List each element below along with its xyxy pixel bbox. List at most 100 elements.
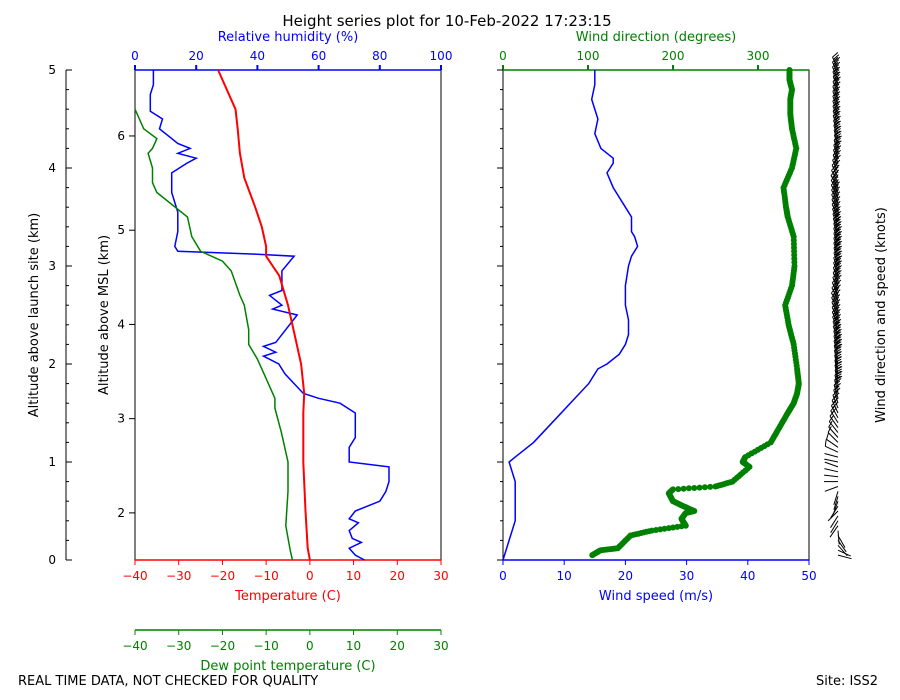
wind-barb-staff	[824, 461, 839, 468]
wind-barb-flag	[832, 304, 839, 310]
temperature-tick-label: 10	[346, 569, 361, 583]
wind-barb-flag	[835, 279, 842, 285]
dewpoint-tick-label: −40	[122, 639, 147, 653]
wind-barb-staff	[826, 438, 839, 448]
wind-barb-flag	[832, 289, 838, 296]
rh-axis-label: Relative humidity (%)	[218, 30, 359, 45]
wind-barb-flag	[826, 432, 830, 440]
wind-barb-staff	[828, 421, 839, 433]
wind-barb-staff	[837, 535, 846, 548]
wind-barb-flag	[833, 287, 840, 293]
temperature-tick-label: −20	[210, 569, 235, 583]
wind-barb-staff	[833, 350, 839, 365]
inner-altitude-label: Altitude above MSL (km)	[97, 235, 112, 395]
wind-barb-flag	[832, 61, 839, 68]
temperature-tick-label: 30	[433, 569, 448, 583]
rh-tick-label: 20	[189, 49, 204, 63]
wind-barb-flag	[832, 201, 839, 207]
wind-barb-flag	[833, 275, 840, 281]
thermo-panel: 0 1 2 3 4 5 2 3 4 5 6 −40 −30 −20 −10 0 10 20 30 −40 −30 −20 −…	[27, 30, 452, 674]
wind-barb-staff	[824, 453, 839, 458]
outer-altitude-tick-label: 5	[48, 63, 56, 77]
wind-barb-flag	[835, 211, 842, 217]
wind-direction-point	[701, 484, 708, 491]
wind-barb-flag	[834, 282, 840, 288]
inner-altitude-tick-label: 4	[117, 317, 125, 331]
wind-direction-tick-label: 300	[747, 49, 770, 63]
wind-barb-flag	[832, 52, 839, 58]
wind-barb-flag	[834, 303, 841, 310]
outer-altitude-tick-label: 3	[48, 259, 56, 273]
rh-tick-label: 40	[250, 49, 265, 63]
wind-barb-flag	[824, 439, 827, 447]
outer-altitude-tick-label: 4	[48, 161, 56, 175]
wind-barb-flag	[832, 309, 839, 315]
wind-barb-staff	[833, 491, 839, 505]
wind-barb-flag	[832, 167, 838, 173]
dewpoint-tick-label: 20	[390, 639, 405, 653]
wind-speed-tick-label: 30	[679, 569, 694, 583]
wind-barb-staff	[830, 520, 839, 533]
quality-note: REAL TIME DATA, NOT CHECKED FOR QUALITY	[18, 674, 319, 689]
dewpoint-tick-label: −10	[253, 639, 278, 653]
wind-barb-flag	[833, 193, 840, 200]
dewpoint-tick-label: 30	[433, 639, 448, 653]
wind-barb-flag	[834, 206, 841, 212]
wind-direction-point	[680, 485, 687, 492]
wind-barb-flag	[835, 270, 842, 275]
wind-barb-flag	[833, 179, 839, 186]
wind-barb-staff	[827, 432, 839, 443]
wind-barb-flag	[834, 311, 840, 317]
wind-barb-flag	[832, 176, 838, 183]
wind-barb-flag	[833, 301, 840, 308]
wind-barb-flag	[833, 189, 840, 195]
wind-barb-staff	[824, 468, 839, 473]
wind-barb-staff	[837, 554, 852, 560]
wind-barb-flag	[832, 191, 839, 198]
inner-altitude-tick-label: 5	[117, 223, 125, 237]
wind-barb-flag	[835, 274, 842, 280]
wind-barb-flag	[833, 392, 840, 398]
wind-barb-flag	[832, 186, 838, 193]
wind-barb-flag	[834, 56, 841, 63]
wind-direction-axis-label: Wind direction (degrees)	[576, 30, 736, 45]
wind-barb-flag	[834, 181, 840, 188]
wind-barb-staff	[837, 544, 848, 557]
dewpoint-line	[134, 108, 294, 561]
wind-barb-flag	[835, 323, 842, 329]
wind-barb-flag	[828, 420, 833, 428]
wind-direction-point	[670, 486, 676, 493]
wind-barb-staff	[824, 474, 839, 478]
wind-direction-point	[696, 484, 703, 491]
temperature-tick-label: −30	[166, 569, 191, 583]
wind-direction-point	[707, 483, 714, 490]
wind-barb-flag	[832, 299, 839, 306]
wind-barb-flag	[834, 191, 841, 197]
wind-barb-staff	[830, 515, 839, 528]
wind-speed-tick-label: 10	[557, 569, 572, 583]
site-label: Site: ISS2	[816, 674, 879, 689]
wind-barb-flag	[831, 395, 838, 401]
rh-tick-label: 60	[311, 49, 326, 63]
wind-barb-staff	[824, 486, 839, 492]
wind-barb-staff	[824, 458, 839, 463]
relative-humidity-line	[149, 70, 390, 561]
wind-barb-flag	[830, 179, 837, 186]
wind-plot-frame	[502, 69, 810, 561]
wind-barb-flag	[832, 162, 839, 168]
outer-altitude-tick-label: 0	[48, 553, 56, 567]
wind-barb-staff	[827, 510, 839, 522]
outer-altitude-label: Altitude above launch site (km)	[27, 213, 42, 417]
wind-barb-flag	[834, 196, 841, 202]
wind-barb-flag	[832, 279, 839, 286]
wind-barb-flag	[832, 57, 839, 63]
wind-barb-flag	[834, 308, 841, 315]
wind-barb-staff	[837, 530, 840, 545]
wind-speed-tick-label: 20	[618, 569, 633, 583]
wind-speed-tick-label: 50	[801, 569, 816, 583]
rh-tick-label: 80	[372, 49, 387, 63]
temperature-tick-label: 0	[306, 569, 314, 583]
temperature-tick-label: −40	[122, 569, 147, 583]
wind-speed-tick-label: 40	[740, 569, 755, 583]
